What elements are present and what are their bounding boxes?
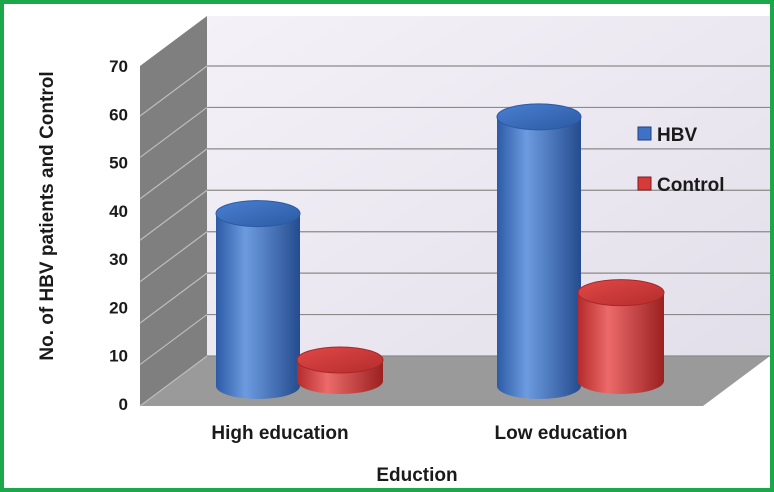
left-side-wall: [140, 16, 207, 406]
gridline-side: [139, 65, 208, 117]
gridline-side: [139, 148, 208, 200]
y-tick-label: 40: [109, 202, 128, 221]
y-axis-ticks: 0 10 20 30 40 50 60 70: [109, 57, 128, 414]
bar-top: [296, 346, 384, 374]
y-tick-label: 0: [119, 395, 128, 414]
y-axis-title: No. of HBV patients and Control: [37, 71, 58, 360]
bars: [215, 103, 665, 399]
bar-control-1: [577, 279, 665, 394]
legend-label-control: Control: [657, 175, 725, 196]
x-axis-title: Eduction: [376, 465, 457, 486]
bar-hbv-0: [215, 200, 301, 399]
gridline-side: [139, 231, 208, 283]
bar-top: [215, 200, 301, 228]
bar-top: [496, 103, 582, 131]
bar-body: [497, 116, 581, 399]
gridline-side: [139, 314, 208, 366]
gridline-side: [139, 272, 208, 324]
x-tick-label: Low education: [495, 423, 628, 444]
y-tick-label: 70: [109, 57, 128, 76]
gridline-side: [139, 106, 208, 158]
legend-swatch-hbv: [637, 126, 652, 141]
gridline-side: [139, 189, 208, 241]
bar-control-0: [296, 346, 384, 394]
gridlines: [139, 65, 770, 407]
back-wall: [207, 16, 770, 356]
bar-hbv-1: [496, 103, 582, 399]
bar-body: [578, 292, 664, 394]
bar-top: [577, 279, 665, 307]
y-tick-label: 10: [109, 347, 128, 366]
y-tick-label: 20: [109, 298, 128, 317]
y-tick-label: 60: [109, 105, 128, 124]
bar-body: [216, 213, 300, 399]
y-tick-label: 30: [109, 250, 128, 269]
y-tick-label: 50: [109, 154, 128, 173]
gridline-side: [139, 355, 208, 407]
legend-label-hbv: HBV: [657, 125, 697, 146]
legend-swatch-control: [637, 176, 652, 191]
x-tick-label: High education: [211, 423, 348, 444]
